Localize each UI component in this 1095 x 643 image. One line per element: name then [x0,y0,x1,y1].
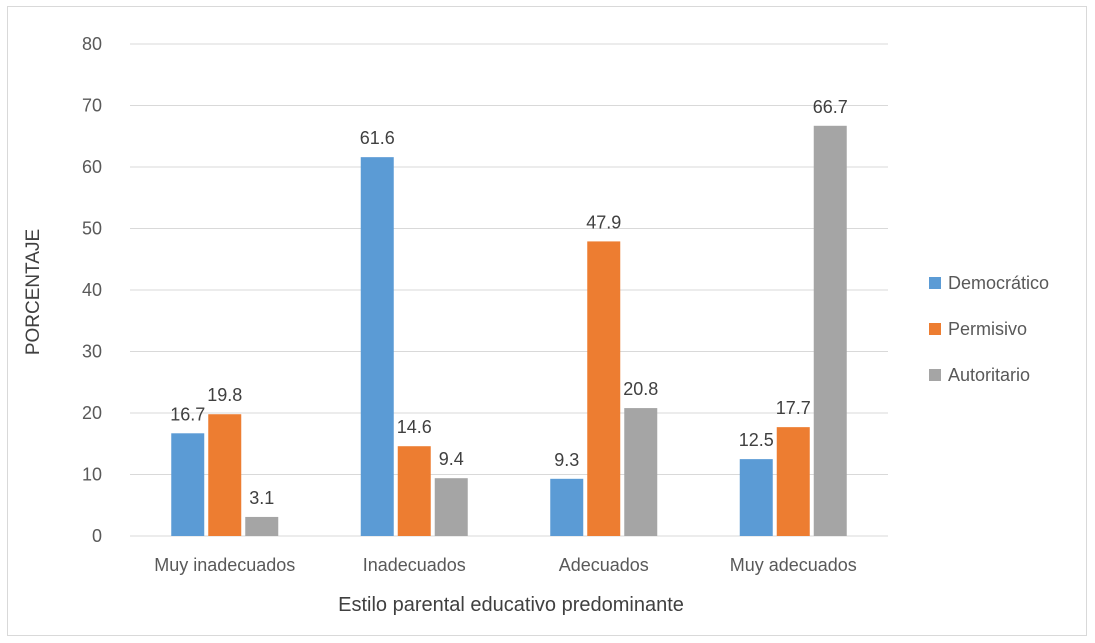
legend-swatch [929,369,941,381]
bar-autoritario-3 [813,125,847,537]
legend-label: Democrático [948,273,1049,293]
data-label: 20.8 [623,379,658,399]
legend: Democrático Permisivo Autoritario [929,273,1049,385]
y-tick-label: 40 [82,280,102,300]
data-label: 47.9 [586,212,621,232]
y-tick-label: 10 [82,465,102,485]
bar-permisivo-0 [208,414,242,536]
x-tick-label: Muy inadecuados [154,555,295,575]
x-tick-label: Adecuados [559,555,649,575]
data-label: 9.4 [439,449,464,469]
bar-autoritario-2 [624,408,658,536]
bar-autoritario-0 [245,516,279,536]
x-tick-label: Muy adecuados [730,555,857,575]
data-label: 14.6 [397,417,432,437]
y-tick-label: 80 [82,34,102,54]
bars [171,125,847,537]
data-label: 3.1 [249,488,274,508]
bar-chart: 0 10 20 30 40 50 60 70 80 16.719.8 3.1 61.6 14.6 9.4… [23,34,1049,616]
y-tick-label: 0 [92,526,102,546]
x-axis-label: Estilo parental educativo predominante [338,594,684,616]
chart-frame: 0 10 20 30 40 50 60 70 80 16.7 19.8 3.1 61.6 14.6 9.4… [7,6,1087,636]
x-tick-label: Inadecuados [363,555,466,575]
bar-democrtico-0 [171,433,205,536]
x-axis-ticks: Muy inadecuados Inadecuados Adecuados Muy a… [154,555,857,575]
bar-permisivo-3 [776,427,810,536]
data-label: 12.5 [739,430,774,450]
data-label: 66.7 [813,97,848,117]
y-tick-label: 50 [82,219,102,239]
data-label: 16.7 [170,404,205,424]
y-tick-label: 20 [82,403,102,423]
gridlines [130,43,888,537]
y-tick-label: 30 [82,342,102,362]
y-tick-label: 70 [82,96,102,116]
y-tick-label: 60 [82,157,102,177]
data-label: 61.6 [360,128,395,148]
legend-swatch [929,323,941,335]
legend-label: Permisivo [948,319,1027,339]
data-label: 9.3 [554,450,579,470]
data-labels: 16.719.8 3.1 61.6 14.6 9.4 9.3 47.9 20.8 12.517.… [170,97,848,508]
y-axis-ticks: 0 10 20 30 40 50 60 70 80 [82,34,102,546]
y-axis-label: PORCENTAJE [23,229,44,355]
legend-label: Autoritario [948,365,1030,385]
bar-democrtico-1 [360,157,394,536]
bar-democrtico-3 [739,459,773,536]
bar-permisivo-2 [587,241,621,537]
data-label: 17.7 [776,398,811,418]
legend-swatch [929,277,941,289]
bar-democrtico-2 [550,478,584,536]
bar-autoritario-1 [434,478,468,536]
bar-permisivo-1 [397,446,431,536]
data-label: 19.8 [207,385,242,405]
